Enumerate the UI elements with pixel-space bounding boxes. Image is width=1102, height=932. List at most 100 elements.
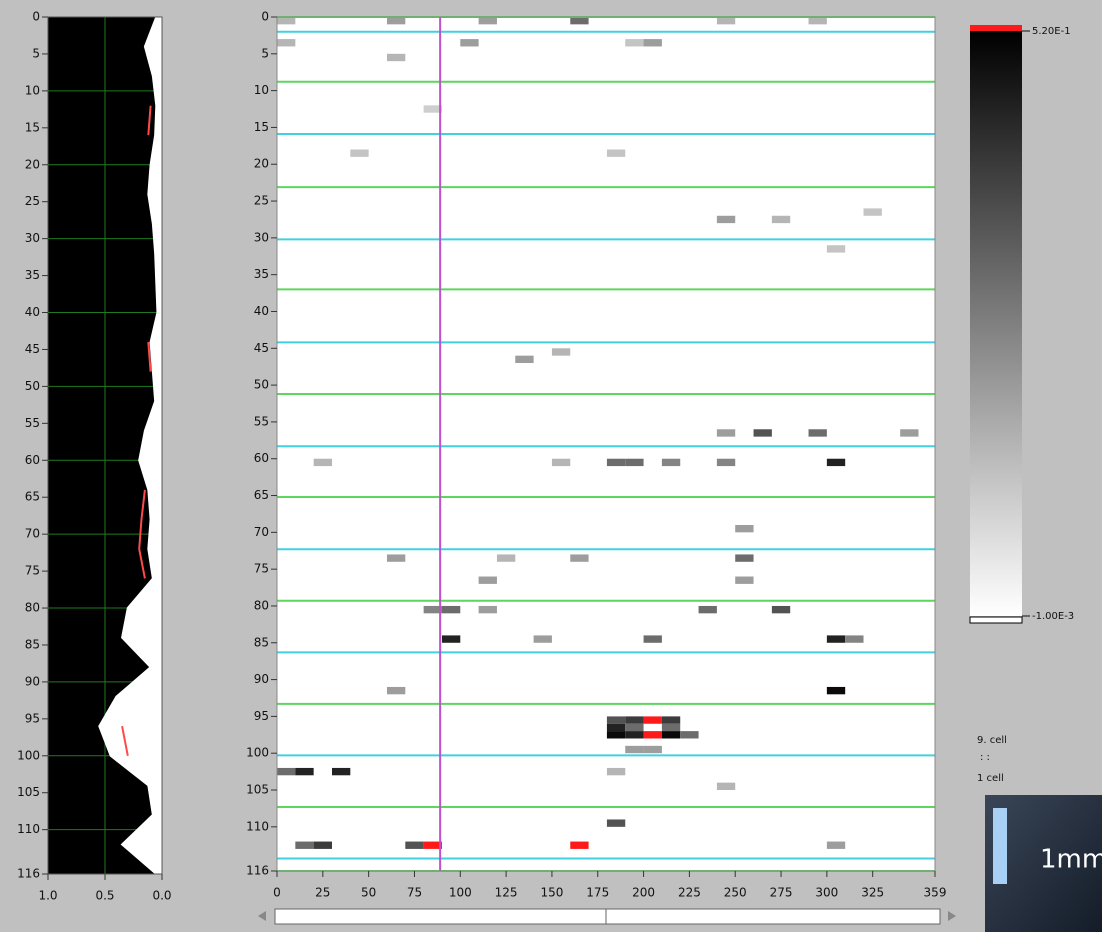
heat-cell xyxy=(826,245,846,253)
cell-bottom-label: 1 cell xyxy=(977,773,1004,784)
y-tick-label: 85 xyxy=(25,637,40,651)
x-tick-label: 225 xyxy=(678,886,701,900)
heat-cell xyxy=(716,429,736,437)
heat-cell xyxy=(808,429,827,437)
y-tick-label: 55 xyxy=(254,414,269,428)
heat-cell xyxy=(826,458,846,467)
heat-cell xyxy=(533,635,552,643)
y-tick-label: 50 xyxy=(25,379,40,393)
heat-cell xyxy=(826,841,846,849)
x-tick-label: 100 xyxy=(449,886,472,900)
y-tick-label: 25 xyxy=(254,194,269,208)
heat-cell xyxy=(386,17,406,25)
heat-cell xyxy=(478,17,497,25)
y-tick-label: 20 xyxy=(254,157,269,171)
x-tick-label: 1.0 xyxy=(38,889,57,903)
heat-cell xyxy=(331,767,351,776)
y-tick-label: 30 xyxy=(25,231,40,245)
heat-cell xyxy=(441,635,461,643)
heat-cell xyxy=(900,429,919,437)
y-tick-label: 15 xyxy=(25,120,40,134)
y-tick-label: 5 xyxy=(32,46,40,60)
heat-cell xyxy=(570,17,589,25)
y-tick-label: 95 xyxy=(25,711,40,725)
heat-cell xyxy=(808,17,827,25)
heat-cell xyxy=(515,355,534,364)
heat-cell xyxy=(625,723,644,732)
y-tick-label: 105 xyxy=(246,783,269,797)
y-tick-label: 65 xyxy=(25,490,40,504)
heat-cell xyxy=(277,39,296,47)
heat-cell xyxy=(826,686,846,695)
scrollbar[interactable] xyxy=(274,908,941,925)
colorbar xyxy=(970,31,1022,616)
y-tick-label: 35 xyxy=(25,268,40,282)
heat-cell xyxy=(423,841,442,849)
y-tick-label: 90 xyxy=(25,674,40,688)
y-tick-label: 116 xyxy=(17,867,40,881)
y-tick-label: 25 xyxy=(25,194,40,208)
heat-cell xyxy=(716,215,736,224)
heat-cell xyxy=(698,605,717,614)
heat-cell xyxy=(606,149,626,157)
y-tick-label: 90 xyxy=(254,672,269,686)
heat-cell xyxy=(277,17,296,25)
heat-cell xyxy=(661,723,681,732)
y-tick-label: 110 xyxy=(246,819,269,833)
heat-cell xyxy=(625,745,644,754)
x-tick-label: 50 xyxy=(361,886,376,900)
y-tick-label: 0 xyxy=(32,10,40,24)
cell-dots: : : xyxy=(980,752,990,763)
x-tick-label: 125 xyxy=(495,886,518,900)
heat-cell xyxy=(643,731,662,739)
profile-line xyxy=(138,489,146,579)
y-tick-label: 65 xyxy=(254,488,269,502)
y-tick-label: 55 xyxy=(25,416,40,430)
y-tick-label: 60 xyxy=(25,453,40,467)
y-tick-label: 5 xyxy=(261,46,269,60)
heat-cell xyxy=(405,841,424,849)
heat-cell xyxy=(313,841,332,849)
heat-cell xyxy=(570,841,589,849)
cell-top-label: 9. cell xyxy=(977,735,1007,746)
heat-cell xyxy=(295,767,314,776)
y-tick-label: 45 xyxy=(25,342,40,356)
y-tick-label: 75 xyxy=(254,562,269,576)
heat-cell xyxy=(350,149,369,157)
y-tick-label: 10 xyxy=(254,83,269,97)
x-tick-label: 175 xyxy=(586,886,609,900)
heat-cell xyxy=(441,605,461,614)
y-tick-label: 45 xyxy=(254,341,269,355)
x-tick-label: 25 xyxy=(315,886,330,900)
heat-cell xyxy=(496,554,516,562)
x-tick-label: 150 xyxy=(540,886,563,900)
y-tick-label: 116 xyxy=(246,864,269,878)
heat-cell xyxy=(570,554,589,562)
y-tick-label: 15 xyxy=(254,120,269,134)
heat-cell xyxy=(771,215,791,224)
heat-cell xyxy=(625,716,644,724)
x-tick-label: 359 xyxy=(924,886,947,900)
x-tick-label: 275 xyxy=(770,886,793,900)
y-tick-label: 35 xyxy=(254,267,269,281)
heat-cell xyxy=(551,348,571,356)
heat-cell xyxy=(826,635,846,643)
heat-cell xyxy=(735,524,754,533)
scroll-right[interactable] xyxy=(948,911,956,921)
y-tick-label: 40 xyxy=(254,304,269,318)
profile-line xyxy=(121,726,129,756)
colorbar-under xyxy=(969,616,1023,624)
heat-cell xyxy=(661,716,681,724)
heat-cell xyxy=(295,841,314,849)
scroll-left[interactable] xyxy=(258,911,266,921)
y-tick-label: 30 xyxy=(254,230,269,244)
y-tick-label: 110 xyxy=(17,822,40,836)
scale-bar xyxy=(993,808,1007,884)
heat-cell xyxy=(625,39,644,47)
heat-cell xyxy=(313,458,332,467)
heat-cell xyxy=(386,554,406,562)
heat-cell xyxy=(606,731,626,739)
heat-cell xyxy=(771,605,791,614)
profile-area xyxy=(99,17,162,874)
